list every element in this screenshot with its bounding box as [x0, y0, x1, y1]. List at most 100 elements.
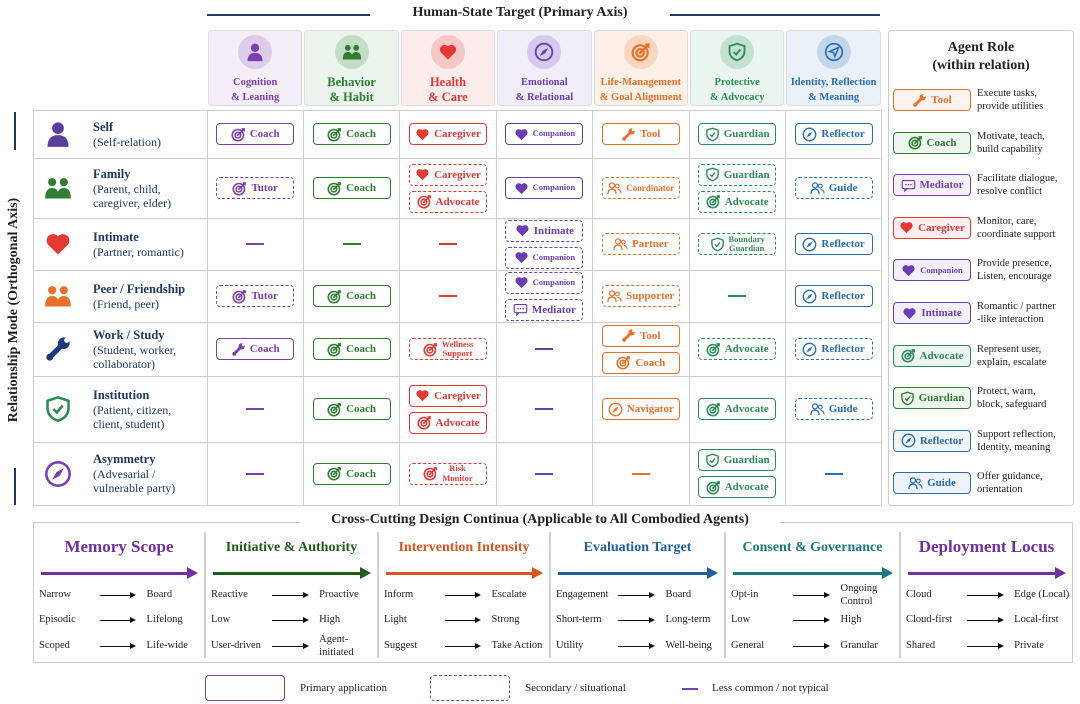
continuum-from: Cloud-first [906, 614, 953, 625]
icon-shape [616, 356, 630, 370]
icon-shape [706, 481, 719, 495]
continuum-to: Ongoing Control [840, 583, 878, 607]
role-label: Guide [828, 403, 858, 415]
role-badge: Partner [601, 233, 680, 255]
icon-shape [710, 237, 724, 251]
icon [439, 44, 457, 60]
role-badge: Caregiver [409, 123, 487, 145]
row-header: Self (Self-relation) [93, 110, 205, 158]
icon-shape [802, 289, 817, 303]
icon-shape [907, 136, 921, 150]
role-badge: Mediator [893, 174, 971, 197]
role-label: Tool [640, 128, 661, 140]
icon [515, 277, 528, 289]
icon [327, 467, 342, 481]
icon-shape [708, 484, 717, 492]
icon-shape [706, 343, 719, 357]
icon [802, 127, 817, 141]
icon-shape [622, 136, 627, 141]
icon [232, 289, 247, 304]
icon-shape [352, 44, 359, 51]
role-label: Coach [249, 343, 280, 355]
role-label: Coach [926, 136, 957, 149]
icon-shape [622, 356, 631, 364]
icon-shape [631, 44, 649, 62]
continuum-arrowhead [648, 617, 655, 623]
role-badge: Coach [312, 462, 391, 485]
icon-shape [913, 102, 918, 107]
icon-shape [918, 483, 923, 489]
role-badge: Guardian [698, 163, 777, 186]
role-badge: Guide [794, 177, 873, 199]
continuum-arrowhead [475, 643, 482, 649]
legend-dash [682, 688, 698, 690]
icon-shape [233, 131, 242, 139]
role-badge: Guardian [893, 387, 971, 410]
section-arrow [558, 571, 709, 575]
icon-shape [706, 195, 719, 209]
icon-shape [619, 359, 627, 367]
role-badge: Supporter [601, 285, 680, 307]
continuum-arrow [967, 594, 999, 596]
role-desc: Offer guidance, orientation [977, 471, 1043, 496]
icon [327, 289, 342, 304]
column-label: Protective & Advocacy [709, 77, 765, 103]
icon [607, 289, 622, 302]
icon [423, 467, 438, 481]
grid-line [206, 110, 208, 505]
section-arrowhead [532, 567, 543, 579]
grid-line [688, 110, 690, 505]
icon-shape [237, 127, 245, 136]
icon-shape [900, 349, 914, 363]
continuum-arrowhead [648, 643, 655, 649]
role-label: Companion [532, 276, 576, 287]
role-badge: Reflector [794, 338, 873, 360]
icon-shape [617, 296, 622, 302]
role-badge: Advocate [409, 190, 487, 213]
icon-shape [802, 237, 817, 251]
icon-shape [712, 402, 720, 411]
role-desc: Monitor, care, coordinate support [977, 215, 1056, 240]
header-title: Human-State Target (Primary Axis) [370, 5, 670, 21]
column-label: Cognition & Leaning [231, 77, 280, 103]
column-label: Behavior & Habit [327, 75, 376, 104]
icon-shape [516, 225, 529, 237]
axis-label: Relationship Mode (Orthogonal Axis) [6, 197, 21, 423]
continuum-arrow [100, 594, 132, 596]
row-header: Peer / Friendship (Friend, peer) [93, 270, 205, 322]
continuum-arrowhead [475, 592, 482, 598]
role-badge: Coach [312, 177, 391, 199]
role-badge: Companion [505, 246, 584, 269]
role-label: Coach [635, 356, 666, 369]
continuum-arrowhead [475, 617, 482, 623]
icon-shape [56, 188, 71, 199]
icon-shape [639, 43, 650, 54]
continuum-arrowhead [302, 617, 309, 623]
icon-shape [327, 182, 341, 196]
role-label: Reflector [821, 238, 865, 250]
role-desc: Represent user, explain, escalate [977, 343, 1047, 368]
continuum-arrowhead [130, 617, 137, 623]
role-badge: Tool [601, 324, 680, 347]
not-typical-dash [535, 348, 554, 350]
role-label: Companion [532, 128, 576, 139]
role-badge: Boundary Guardian [698, 233, 777, 255]
icon [416, 169, 429, 181]
role-label: Navigator [626, 403, 674, 415]
continuum-arrowhead [823, 592, 830, 598]
icon-shape [46, 234, 70, 255]
icon [47, 122, 69, 147]
icon [900, 391, 914, 406]
role-label: Wellness Support [441, 338, 474, 358]
row-sub: (Advesarial / vulnerable party) [93, 467, 176, 495]
role-badge: Guardian [698, 123, 777, 145]
icon [907, 136, 922, 150]
icon-shape [327, 343, 341, 357]
icon-shape [617, 188, 622, 194]
icon [728, 42, 746, 62]
role-label: Advocate [919, 349, 964, 362]
icon-shape [416, 169, 429, 181]
column-label: Emotional & Relational [515, 77, 574, 103]
continuum-from: Short-term [556, 614, 602, 625]
